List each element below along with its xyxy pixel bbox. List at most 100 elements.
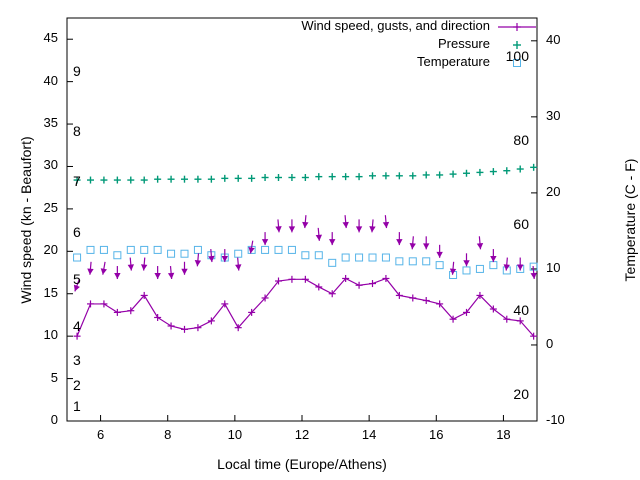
- wind-speed-point: [382, 274, 390, 282]
- wind-direction-arrow: [100, 261, 107, 275]
- wind-speed-point: [167, 322, 175, 330]
- wind-direction-arrow: [127, 257, 135, 271]
- wind-speed-point: [87, 300, 94, 308]
- temperature-point: [274, 245, 283, 254]
- pressure-point: [100, 176, 108, 184]
- wind-direction-arrow: [436, 244, 443, 258]
- pressure-point: [516, 165, 524, 173]
- temperature-point: [113, 251, 122, 260]
- temperature-point: [301, 251, 310, 260]
- temperature-point: [489, 261, 498, 270]
- pressure-point: [87, 176, 94, 184]
- y-tick-label-15: 15: [43, 284, 58, 300]
- wind-speed-point: [100, 300, 108, 308]
- pressure-point: [395, 172, 403, 180]
- pressure-point: [167, 175, 175, 183]
- temperature-point: [368, 253, 377, 262]
- temperature-point: [314, 251, 323, 260]
- wind-direction-arrow: [476, 236, 484, 250]
- wind-direction-arrow: [261, 232, 269, 246]
- wind-speed-point: [288, 275, 296, 283]
- pressure-point: [489, 168, 497, 176]
- y-tick-label-40: 40: [43, 72, 58, 88]
- wind-speed-point: [127, 307, 135, 315]
- wind-speed-point: [113, 308, 121, 316]
- y2-tick-label-10: 10: [546, 259, 561, 275]
- y2-tick-label-40: 40: [546, 31, 561, 47]
- wind-speed-point: [409, 294, 417, 302]
- beaufort-label-1: 1: [73, 398, 81, 415]
- pressure-point: [275, 174, 282, 182]
- temperature-point: [261, 245, 270, 254]
- fahrenheit-label-20: 20: [513, 385, 529, 402]
- temperature-point: [341, 253, 350, 262]
- wind-direction-arrow: [288, 219, 296, 233]
- temperature-point: [287, 245, 296, 254]
- wind-speed-point: [154, 313, 162, 321]
- wind-direction-arrow: [73, 278, 80, 292]
- y-tick-label-25: 25: [43, 199, 58, 215]
- y2-tick-label-0: 0: [546, 335, 554, 351]
- pressure-point: [328, 173, 336, 181]
- wind-direction-arrow: [208, 249, 215, 263]
- wind-direction-arrow: [87, 261, 94, 275]
- temperature-point: [140, 245, 149, 254]
- pressure-point: [530, 163, 538, 171]
- wind-direction-arrow: [275, 219, 282, 233]
- wind-speed-line: [76, 277, 535, 337]
- temperature-point: [422, 257, 431, 266]
- temperature-point: [193, 245, 202, 254]
- temperature-point: [99, 245, 108, 254]
- wind-speed-point: [395, 291, 403, 299]
- plot-border: [66, 17, 538, 422]
- temperature-point: [408, 257, 417, 266]
- wind-speed-point: [463, 308, 470, 316]
- fahrenheit-label-80: 80: [513, 131, 529, 148]
- temperature-point: [180, 249, 189, 258]
- wind-direction-arrow: [315, 227, 323, 241]
- pressure-point: [382, 172, 390, 180]
- x-tick-label-10: 10: [227, 427, 243, 442]
- wind-speed-point: [422, 297, 430, 305]
- pressure-point: [234, 174, 242, 182]
- pressure-point: [409, 172, 417, 180]
- pressure-point: [154, 175, 162, 183]
- beaufort-label-4: 4: [73, 317, 81, 334]
- pressure-point: [369, 172, 376, 180]
- y2-tick-label-30: 30: [546, 107, 561, 123]
- pressure-point: [449, 170, 457, 178]
- legend-marker-wind: [498, 23, 536, 31]
- wind-direction-arrow: [517, 257, 524, 271]
- temperature-point: [153, 245, 162, 254]
- wind-speed-point: [301, 275, 309, 283]
- y2-axis-title: Temperature (C - F): [622, 158, 638, 281]
- x-tick-label-8: 8: [164, 427, 172, 442]
- temperature-point: [355, 253, 364, 262]
- wind-speed-point: [436, 300, 444, 308]
- pressure-point: [503, 167, 511, 175]
- wind-speed-point: [234, 324, 242, 332]
- wind-speed-point: [248, 308, 256, 316]
- wind-speed-point: [194, 324, 202, 332]
- wind-direction-arrow: [329, 232, 336, 246]
- legend-label-0: Wind speed, gusts, and direction: [301, 18, 490, 33]
- y-tick-label-5: 5: [50, 369, 58, 385]
- wind-speed-point: [489, 305, 497, 313]
- beaufort-label-9: 9: [73, 63, 81, 80]
- x-tick-label-6: 6: [96, 427, 105, 442]
- wind-direction-arrow: [114, 266, 121, 280]
- beaufort-label-6: 6: [73, 224, 81, 241]
- beaufort-label-2: 2: [73, 377, 81, 394]
- pressure-point: [127, 176, 135, 184]
- x-axis-title: Local time (Europe/Athens): [217, 456, 387, 472]
- pressure-point: [194, 175, 202, 183]
- temperature-point: [167, 249, 176, 258]
- wind-speed-point: [449, 315, 457, 323]
- pressure-point: [315, 173, 323, 181]
- legend-marker-temperature: [513, 59, 521, 67]
- fahrenheit-label-40: 40: [513, 301, 529, 318]
- legend-label-1: Pressure: [437, 36, 490, 51]
- y-tick-label-20: 20: [43, 242, 58, 258]
